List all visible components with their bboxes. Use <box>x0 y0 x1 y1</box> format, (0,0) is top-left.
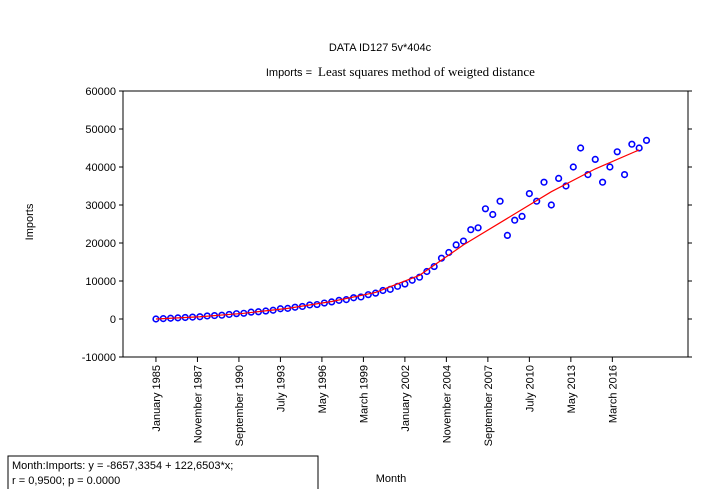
data-point <box>642 136 651 144</box>
x-tick-label: November 1987 <box>192 365 204 443</box>
y-tick-label: 30000 <box>85 200 116 212</box>
data-point <box>518 212 526 220</box>
data-point <box>474 224 482 232</box>
data-point <box>533 197 541 205</box>
fit-line <box>155 149 640 320</box>
data-point <box>613 148 621 156</box>
data-point <box>415 273 424 281</box>
data-point <box>635 144 643 152</box>
x-tick-label: January 1985 <box>151 365 163 432</box>
y-tick-label: 10000 <box>85 276 116 288</box>
data-point <box>628 140 636 148</box>
data-point <box>408 276 416 284</box>
data-point <box>525 190 533 198</box>
data-point <box>598 178 607 186</box>
y-tick-label: 20000 <box>85 238 116 250</box>
data-point <box>452 241 460 249</box>
data-point <box>459 237 468 245</box>
data-point <box>577 144 585 152</box>
plot-frame <box>122 90 689 358</box>
y-axis-label: Imports <box>24 203 36 240</box>
data-point <box>620 171 629 179</box>
data-point <box>467 226 475 234</box>
x-axis-label: Month <box>376 473 407 485</box>
data-point <box>511 216 519 224</box>
data-point <box>357 293 365 301</box>
y-tick-label: 60000 <box>85 86 116 98</box>
data-point <box>496 197 504 205</box>
data-point <box>591 155 599 163</box>
x-tick-label: September 2007 <box>483 365 495 446</box>
data-point <box>503 231 511 239</box>
data-point <box>547 201 555 209</box>
y-tick-label: 40000 <box>85 162 116 174</box>
x-tick-label: November 2004 <box>441 365 453 443</box>
legend-line: Month:Imports: y = -8657,3354 + 122,6503… <box>12 460 233 472</box>
data-point <box>555 174 563 182</box>
x-tick-label: September 1990 <box>234 365 246 446</box>
data-point <box>540 178 548 186</box>
y-tick-label: -10000 <box>82 352 116 364</box>
x-tick-label: May 1996 <box>317 365 329 413</box>
legend-line: r = 0,9500; p = 0.0000 <box>12 475 120 487</box>
x-tick-label: March 1999 <box>358 365 370 423</box>
y-tick-label: 50000 <box>85 124 116 136</box>
x-tick-label: July 1993 <box>275 365 287 412</box>
legend-box <box>7 455 319 494</box>
x-tick-label: January 2002 <box>400 365 412 432</box>
data-point <box>481 205 490 213</box>
data-point <box>489 210 497 219</box>
y-tick-label: 0 <box>110 314 116 326</box>
x-tick-label: May 2013 <box>566 365 578 413</box>
x-tick-label: July 2010 <box>524 365 536 412</box>
chart-subtitle: Least squares method of weigted distance <box>318 64 535 79</box>
chart-title: DATA ID127 5v*404c <box>329 42 432 54</box>
x-tick-label: March 2016 <box>607 365 619 423</box>
data-point <box>569 163 577 171</box>
data-point <box>606 163 614 171</box>
subtitle-prefix: Imports = <box>266 67 312 79</box>
